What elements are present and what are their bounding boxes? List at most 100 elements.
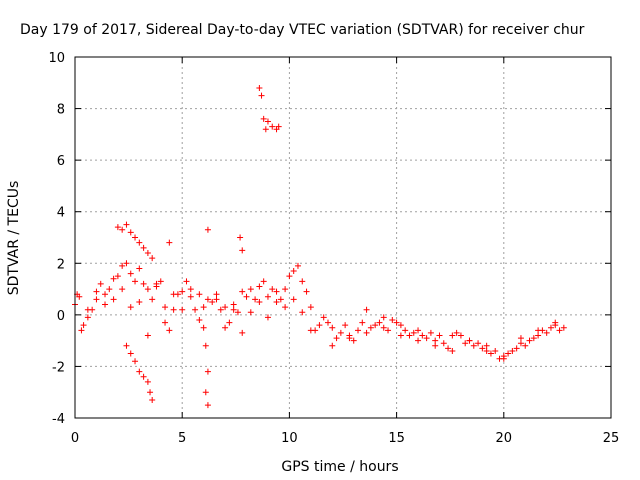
data-point xyxy=(157,278,164,285)
data-point xyxy=(445,345,452,352)
data-point xyxy=(170,291,177,298)
data-point xyxy=(273,298,280,305)
data-point xyxy=(260,115,267,122)
y-tick-label: 6 xyxy=(57,154,65,169)
data-point xyxy=(329,342,336,349)
data-point xyxy=(256,298,263,305)
data-point xyxy=(517,335,524,342)
tick-layer: 0 5 10 15 20 25 -4 -2 0 2 4 6 8 10 xyxy=(48,51,619,446)
data-point xyxy=(303,288,310,295)
y-tick-label: 0 xyxy=(57,309,65,324)
data-point xyxy=(204,368,211,375)
data-point xyxy=(320,314,327,321)
data-point xyxy=(277,296,284,303)
data-point xyxy=(367,324,374,331)
data-point xyxy=(200,304,207,311)
data-point xyxy=(385,327,392,334)
data-point xyxy=(269,286,276,293)
y-tick-label: 10 xyxy=(48,51,65,66)
data-point xyxy=(187,286,194,293)
data-point xyxy=(202,342,209,349)
data-point xyxy=(144,378,151,385)
data-point xyxy=(252,296,259,303)
data-point xyxy=(204,226,211,233)
data-point xyxy=(102,291,109,298)
data-point xyxy=(423,335,430,342)
data-point xyxy=(226,319,233,326)
data-point xyxy=(517,340,524,347)
data-point xyxy=(127,304,134,311)
data-point xyxy=(500,355,507,362)
data-point xyxy=(483,347,490,354)
data-point xyxy=(127,270,134,277)
data-point xyxy=(132,234,139,241)
data-point xyxy=(453,329,460,336)
data-point xyxy=(393,319,400,326)
data-point xyxy=(162,304,169,311)
data-point xyxy=(127,229,134,236)
data-point xyxy=(144,249,151,256)
data-point xyxy=(397,332,404,339)
data-point xyxy=(457,332,464,339)
y-tick-label: -2 xyxy=(52,360,65,375)
data-point xyxy=(162,319,169,326)
data-point xyxy=(402,327,409,334)
data-point xyxy=(183,278,190,285)
data-point xyxy=(440,340,447,347)
data-point xyxy=(466,337,473,344)
data-point xyxy=(258,92,265,99)
data-point xyxy=(492,347,499,354)
data-point xyxy=(275,123,282,130)
plot-frame xyxy=(74,56,612,419)
data-point xyxy=(217,306,224,313)
chart-title: Day 179 of 2017, Sidereal Day-to-day VTE… xyxy=(20,22,585,38)
data-point xyxy=(243,293,250,300)
data-point xyxy=(286,273,293,280)
data-point xyxy=(415,337,422,344)
data-point xyxy=(462,340,469,347)
data-point xyxy=(84,306,91,313)
data-point xyxy=(427,329,434,336)
data-point xyxy=(333,335,340,342)
data-point xyxy=(329,324,336,331)
data-point xyxy=(209,298,216,305)
x-tick-label: 10 xyxy=(281,431,298,446)
data-point xyxy=(410,329,417,336)
data-point xyxy=(166,239,173,246)
data-point xyxy=(337,329,344,336)
data-point xyxy=(432,342,439,349)
data-point xyxy=(389,317,396,324)
data-point xyxy=(359,319,366,326)
data-point xyxy=(149,255,156,262)
data-point xyxy=(80,322,87,329)
data-point xyxy=(102,301,109,308)
data-point xyxy=(509,347,516,354)
data-point xyxy=(397,322,404,329)
data-point xyxy=(93,288,100,295)
data-point xyxy=(342,322,349,329)
data-point xyxy=(110,296,117,303)
data-point xyxy=(222,304,229,311)
data-point xyxy=(204,296,211,303)
data-point xyxy=(299,278,306,285)
data-point xyxy=(350,337,357,344)
data-point xyxy=(552,319,559,326)
data-point xyxy=(114,273,121,280)
data-point xyxy=(535,327,542,334)
data-point xyxy=(136,239,143,246)
data-point xyxy=(247,286,254,293)
x-tick-label: 20 xyxy=(496,431,513,446)
data-point xyxy=(136,265,143,272)
data-point xyxy=(535,332,542,339)
data-point xyxy=(526,337,533,344)
data-point xyxy=(140,373,147,380)
data-points xyxy=(72,84,567,409)
data-point xyxy=(256,84,263,91)
data-point xyxy=(530,335,537,342)
data-point xyxy=(294,262,301,269)
data-point xyxy=(543,329,550,336)
data-point xyxy=(200,324,207,331)
data-point xyxy=(97,280,104,287)
x-tick-label: 0 xyxy=(71,431,79,446)
